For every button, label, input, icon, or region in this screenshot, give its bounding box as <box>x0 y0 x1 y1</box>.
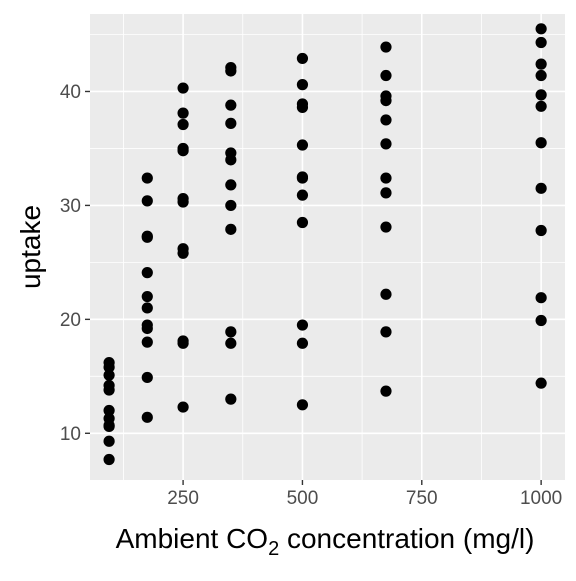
data-point <box>535 100 547 112</box>
data-point <box>141 302 153 314</box>
data-point <box>380 187 392 199</box>
data-point <box>296 79 309 91</box>
x-tick-label: 750 <box>406 488 438 509</box>
x-axis-ticks: 250 500 750 1000 <box>167 480 562 509</box>
data-point <box>535 23 547 35</box>
data-point <box>380 114 392 126</box>
data-point <box>380 221 392 233</box>
data-point <box>141 322 153 335</box>
y-axis-ticks: 10 20 30 40 <box>60 82 90 445</box>
data-point <box>535 377 547 389</box>
y-axis-label: uptake <box>15 205 46 289</box>
data-point <box>225 326 237 338</box>
x-axis-label: Ambient CO2 concentration (mg/l) <box>116 523 535 560</box>
data-point <box>535 58 547 70</box>
data-point <box>141 290 153 303</box>
data-point <box>141 371 153 384</box>
data-point <box>380 41 392 53</box>
y-tick-label: 30 <box>60 196 81 217</box>
data-point <box>103 369 115 381</box>
data-point <box>225 99 237 111</box>
y-tick-label: 40 <box>60 82 81 103</box>
y-tick-label: 20 <box>60 310 81 331</box>
x-axis-label-unit: (mg/l) <box>463 523 535 554</box>
data-point <box>535 292 547 304</box>
data-point <box>225 154 237 166</box>
x-axis-label-main: Ambient CO <box>116 523 269 554</box>
x-axis-label-subscript: 2 <box>268 538 279 560</box>
data-point <box>141 267 153 279</box>
data-point <box>296 101 309 114</box>
data-point <box>103 453 115 466</box>
data-point <box>177 401 189 413</box>
data-point <box>103 420 115 433</box>
data-point <box>535 224 547 237</box>
x-tick-label: 250 <box>167 488 199 509</box>
data-point <box>141 411 153 423</box>
data-point <box>535 182 547 194</box>
data-point <box>535 36 547 49</box>
data-point <box>296 52 309 65</box>
data-point <box>103 435 115 447</box>
data-point <box>296 189 309 201</box>
data-point <box>177 337 189 349</box>
data-point <box>296 216 309 229</box>
data-point <box>380 326 392 338</box>
data-point <box>225 393 237 405</box>
data-point <box>177 196 189 208</box>
data-point <box>535 314 547 327</box>
data-point <box>141 195 153 207</box>
data-point <box>296 337 309 349</box>
data-point <box>380 172 392 184</box>
data-point <box>380 288 392 300</box>
data-point <box>535 69 547 82</box>
x-tick-label: 1000 <box>520 488 562 509</box>
data-point <box>225 65 237 77</box>
data-point <box>141 231 153 243</box>
data-point <box>380 94 392 107</box>
data-point <box>296 399 309 411</box>
y-tick-label: 10 <box>60 424 81 445</box>
x-axis-label-rest: concentration <box>279 523 463 554</box>
data-point <box>177 82 189 94</box>
data-point <box>380 69 392 82</box>
data-point <box>225 199 237 212</box>
data-point <box>225 117 237 129</box>
data-points <box>103 23 547 466</box>
data-point <box>177 118 189 131</box>
data-point <box>225 179 237 191</box>
data-point <box>103 384 115 396</box>
data-point <box>177 145 189 157</box>
data-point <box>177 247 189 259</box>
data-point <box>103 404 115 417</box>
data-point <box>296 172 309 184</box>
data-point <box>535 137 547 149</box>
data-point <box>225 223 237 235</box>
data-point <box>103 361 115 373</box>
data-point <box>380 385 392 397</box>
data-point <box>380 138 392 150</box>
data-point <box>141 336 153 348</box>
data-point <box>296 319 309 331</box>
plot-panel <box>90 14 565 480</box>
data-point <box>141 172 153 184</box>
data-point <box>177 107 189 119</box>
x-tick-label: 500 <box>287 488 319 509</box>
data-point <box>535 89 547 101</box>
data-point <box>225 337 237 349</box>
data-point <box>296 139 309 151</box>
